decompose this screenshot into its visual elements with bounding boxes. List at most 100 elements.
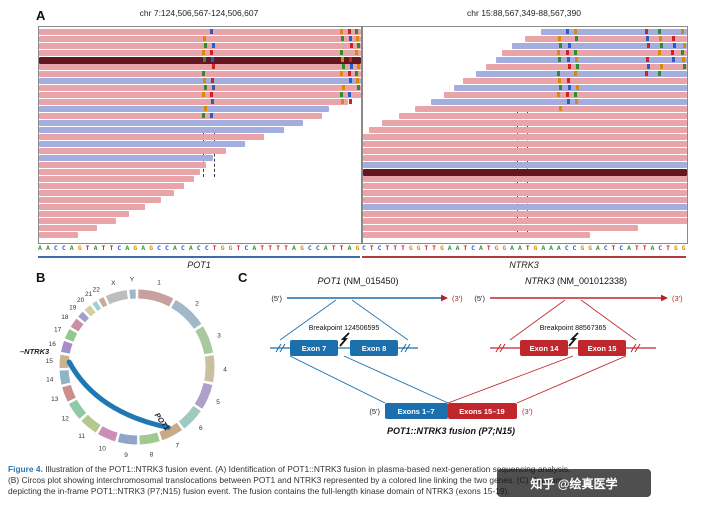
mismatch-base — [575, 64, 579, 69]
mismatch-base — [350, 43, 354, 48]
ntrk3-accession: (NM_001012338) — [554, 276, 627, 286]
base-letter: C — [619, 244, 624, 252]
read-bar — [39, 183, 184, 189]
base-letter: C — [572, 244, 577, 252]
base-letter: G — [416, 244, 421, 252]
base-letter: G — [408, 244, 413, 252]
chromosome-arc — [139, 432, 160, 445]
base-letter: C — [658, 244, 663, 252]
caption-line-3: depicting the in-frame POT1::NTRK3 (P7;N… — [8, 486, 510, 496]
pot1-5prime-label: (5') — [271, 294, 282, 303]
chromosome-arc — [159, 422, 183, 441]
chromosome-label: 17 — [54, 327, 62, 334]
base-letter: G — [533, 244, 538, 252]
base-letter: T — [432, 244, 437, 252]
chromosome-label: 12 — [62, 415, 70, 422]
base-letter: C — [196, 244, 201, 252]
chromosome-arc — [70, 318, 84, 332]
gene-track-line-ntrk3 — [362, 256, 686, 258]
mismatch-base — [558, 36, 562, 41]
read-bar — [39, 169, 200, 175]
read-bar — [39, 85, 361, 91]
mismatch-base — [355, 36, 359, 41]
fusion-exons15-19-box — [448, 403, 517, 419]
mismatch-base — [558, 57, 562, 62]
read-bar — [363, 148, 687, 154]
mismatch-base — [567, 43, 571, 48]
read-bar — [363, 183, 687, 189]
mismatch-base — [210, 78, 214, 83]
base-letter: T — [424, 244, 429, 252]
base-letter: T — [260, 244, 265, 252]
base-letter: G — [502, 244, 507, 252]
base-letter: T — [525, 244, 530, 252]
panel-b-label: B — [36, 270, 46, 285]
ntrk3-fusion-connector — [516, 355, 627, 404]
chromosome-arc — [138, 289, 174, 307]
mismatch-base — [644, 71, 648, 76]
read-bar — [39, 134, 265, 140]
mismatch-base — [348, 29, 352, 34]
chromosome-label: 22 — [93, 287, 101, 294]
chromosome-arc — [195, 326, 214, 355]
read-bar — [502, 50, 687, 56]
read-bar — [39, 141, 246, 147]
mismatch-base — [348, 92, 352, 97]
fusion-exons1-7-box — [385, 403, 448, 419]
mismatch-base — [349, 57, 353, 62]
read-bar — [369, 127, 687, 133]
chromosome-label: 20 — [77, 297, 85, 304]
alignment-panel-right — [362, 26, 688, 244]
fusion-arc — [66, 359, 171, 430]
chromosome-label: 18 — [61, 314, 69, 321]
mismatch-base — [356, 64, 360, 69]
base-letter: A — [517, 244, 522, 252]
base-letter: T — [634, 244, 639, 252]
mismatch-base — [645, 57, 649, 62]
base-letter: G — [580, 244, 585, 252]
mismatch-base — [349, 78, 353, 83]
read-bar — [39, 190, 175, 196]
base-letter: T — [486, 244, 491, 252]
chromosome-arc — [171, 299, 202, 330]
fusion-left-box-label: Exons 1–7 — [397, 407, 434, 416]
chromosome-arc — [84, 305, 96, 317]
mismatch-base — [340, 92, 344, 97]
chromosome-label: 19 — [69, 304, 77, 311]
mismatch-base — [682, 64, 686, 69]
base-letter: A — [38, 244, 42, 252]
fusion-5prime-label: (5') — [369, 407, 380, 416]
chromosome-arc — [178, 405, 201, 429]
chromosome-label: 14 — [46, 377, 54, 384]
read-bar — [39, 71, 361, 77]
read-bar — [39, 176, 194, 182]
base-letter: T — [642, 244, 647, 252]
mismatch-base — [209, 50, 213, 55]
caption-text: Illustration of the POT1::NTRK3 fusion e… — [45, 464, 571, 474]
mismatch-base — [657, 71, 661, 76]
base-letter: G — [149, 244, 154, 252]
mismatch-base — [201, 71, 205, 76]
chromosome-label: 16 — [49, 341, 57, 348]
read-bar — [39, 211, 130, 217]
base-letter: G — [220, 244, 225, 252]
read-bar — [39, 232, 78, 238]
fusion-right-box-label: Exons 15–19 — [459, 407, 504, 416]
base-letter: C — [471, 244, 476, 252]
read-bar — [398, 113, 687, 119]
pot1-3prime-arrow-icon — [441, 294, 448, 302]
ntrk3-5prime-label: (5') — [474, 294, 485, 303]
read-bar — [363, 225, 639, 231]
chromosome-label: Y — [130, 277, 135, 284]
mismatch-base — [670, 50, 674, 55]
base-letter: T — [339, 244, 344, 252]
panel-a-label: A — [36, 8, 46, 23]
chromosome-arc — [117, 433, 138, 445]
chromosome-label: 21 — [85, 291, 93, 298]
chromosome-label: 6 — [199, 425, 203, 432]
mismatch-base — [658, 36, 662, 41]
